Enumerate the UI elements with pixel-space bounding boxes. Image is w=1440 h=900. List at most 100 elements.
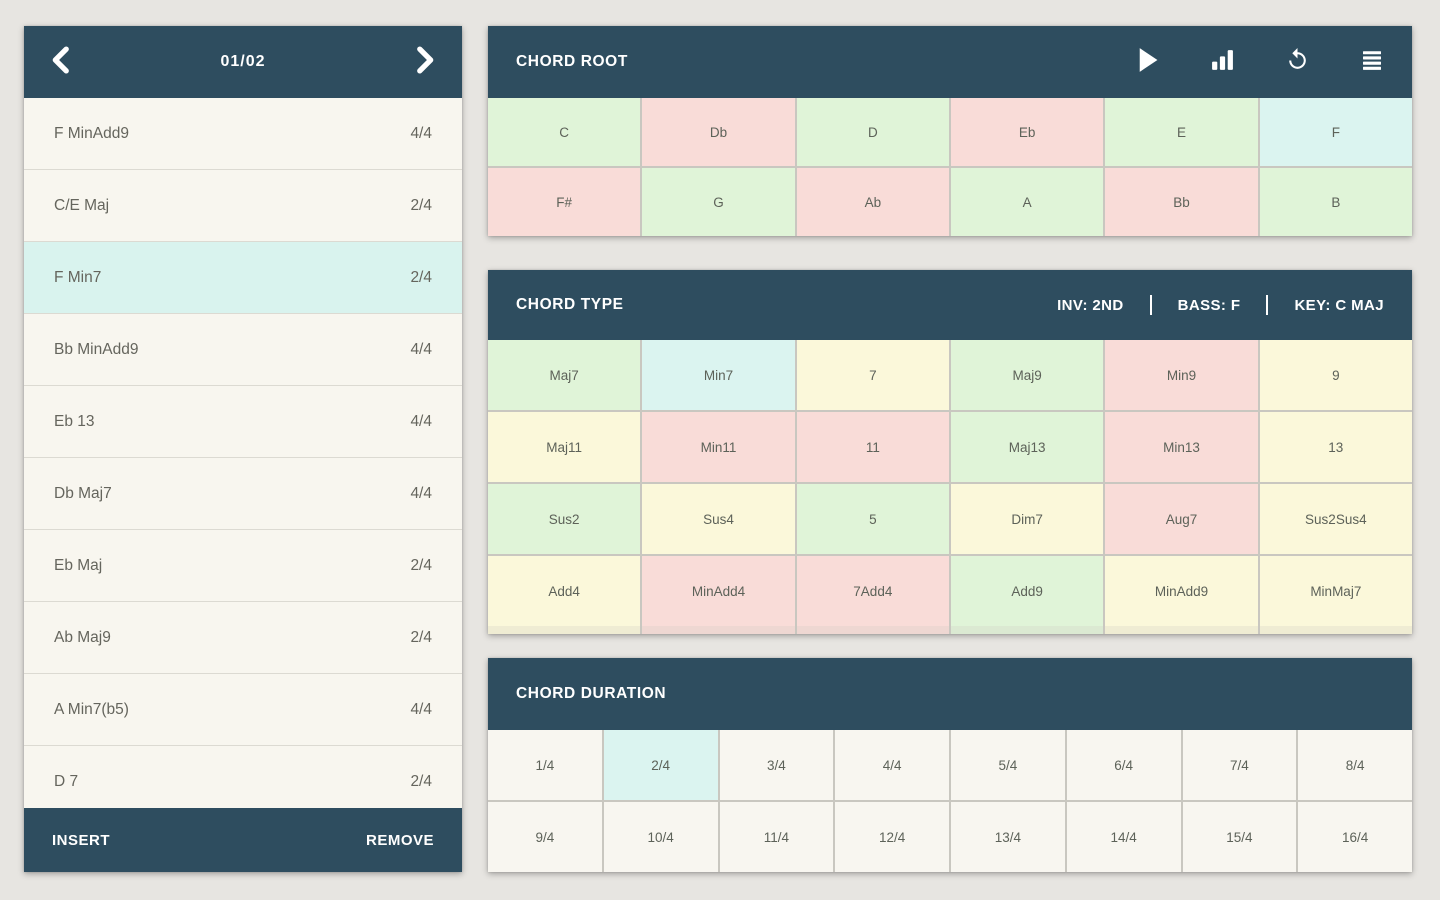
root-cell-a[interactable]: A (950, 168, 1104, 236)
type-cell-minmaj7[interactable]: MinMaj7 (1259, 556, 1412, 626)
root-cell-db[interactable]: Db (642, 98, 795, 166)
root-cell-e[interactable]: E (1105, 98, 1258, 166)
type-cell-sus2sus4[interactable]: Sus2Sus4 (1259, 484, 1412, 554)
chord-duration-value: 4/4 (410, 484, 432, 502)
type-cell-13[interactable]: 13 (1259, 412, 1412, 482)
type-cell-11[interactable]: 11 (796, 412, 949, 482)
type-cell-min11[interactable]: Min11 (642, 412, 795, 482)
duration-cell-13-4[interactable]: 13/4 (951, 802, 1065, 872)
page-indicator: 01/02 (220, 53, 266, 70)
chord-list-item[interactable]: F Min7 2/4 (24, 242, 462, 314)
duration-cell-3-4[interactable]: 3/4 (719, 730, 834, 800)
duration-cell-2-4[interactable]: 2/4 (603, 730, 718, 800)
chord-duration-value: 4/4 (410, 412, 432, 430)
type-cell-maj13[interactable]: Maj13 (950, 412, 1104, 482)
chord-duration-value: 2/4 (410, 772, 432, 790)
duration-cell-4-4[interactable]: 4/4 (835, 730, 949, 800)
menu-button[interactable] (1360, 48, 1384, 77)
type-cell-add4[interactable]: Add4 (488, 556, 641, 626)
type-cell-min9[interactable]: Min9 (1105, 340, 1258, 410)
chord-list-item[interactable]: F MinAdd9 4/4 (24, 98, 462, 170)
chord-name: C/E Maj (54, 196, 110, 214)
type-cell-minadd4[interactable]: MinAdd4 (642, 556, 795, 626)
chord-name: Ab Maj9 (54, 628, 111, 646)
root-cell-g[interactable]: G (642, 168, 795, 236)
chord-name: A Min7(b5) (54, 700, 129, 718)
type-cell-7[interactable]: 7 (796, 340, 949, 410)
chord-duration-title: CHORD DURATION (516, 685, 667, 702)
next-page-button[interactable] (416, 45, 436, 79)
chord-list-item[interactable]: Eb Maj 2/4 (24, 530, 462, 602)
chord-root-panel: CHORD ROOT C D (488, 26, 1412, 236)
prev-page-button[interactable] (50, 45, 70, 79)
type-cell-7add4[interactable]: 7Add4 (796, 556, 949, 626)
type-cell-maj11[interactable]: Maj11 (488, 412, 641, 482)
root-cell-b[interactable]: B (1259, 168, 1412, 236)
type-cell-sus4[interactable]: Sus4 (642, 484, 795, 554)
chord-list-item[interactable]: D 7 2/4 (24, 746, 462, 808)
play-icon (1136, 47, 1160, 78)
root-cell-d[interactable]: D (796, 98, 949, 166)
type-cell-min7[interactable]: Min7 (642, 340, 795, 410)
type-cell-partial (1259, 626, 1412, 634)
chord-list-item[interactable]: Bb MinAdd9 4/4 (24, 314, 462, 386)
type-cell-minadd9[interactable]: MinAdd9 (1105, 556, 1258, 626)
root-cell-f[interactable]: F (1259, 98, 1412, 166)
chord-name: Db Maj7 (54, 484, 112, 502)
duration-cell-7-4[interactable]: 7/4 (1182, 730, 1297, 800)
root-cell-bb[interactable]: Bb (1105, 168, 1258, 236)
type-cell-maj9[interactable]: Maj9 (950, 340, 1104, 410)
chord-name: Eb 13 (54, 412, 95, 430)
duration-cell-10-4[interactable]: 10/4 (603, 802, 718, 872)
undo-icon (1285, 47, 1310, 77)
insert-button[interactable]: INSERT (52, 831, 111, 849)
chord-duration-value: 2/4 (410, 268, 432, 286)
chord-list-item[interactable]: Eb 13 4/4 (24, 386, 462, 458)
chord-list-item[interactable]: Ab Maj9 2/4 (24, 602, 462, 674)
root-cell-c[interactable]: C (488, 98, 641, 166)
chord-list-item[interactable]: A Min7(b5) 4/4 (24, 674, 462, 746)
chord-duration-panel: CHORD DURATION 1/4 2/4 3/4 4/4 5/4 6/4 7/4 8/4 9… (488, 658, 1412, 872)
type-cell-partial (642, 626, 795, 634)
root-cell-f-[interactable]: F# (488, 168, 641, 236)
progression-actions: INSERT REMOVE (24, 808, 462, 872)
chord-list-item[interactable]: C/E Maj 2/4 (24, 170, 462, 242)
chord-duration-value: 4/4 (410, 340, 432, 358)
chord-name: D 7 (54, 772, 79, 790)
duration-cell-6-4[interactable]: 6/4 (1066, 730, 1181, 800)
chord-type-grid: Maj7 Min7 7 Maj9 Min9 9 Maj11 Min11 11 Maj13 Min13… (488, 340, 1412, 626)
root-cell-ab[interactable]: Ab (796, 168, 949, 236)
duration-cell-9-4[interactable]: 9/4 (488, 802, 602, 872)
type-cell-dim7[interactable]: Dim7 (950, 484, 1104, 554)
duration-cell-11-4[interactable]: 11/4 (719, 802, 834, 872)
chord-list-item[interactable]: Db Maj7 4/4 (24, 458, 462, 530)
undo-button[interactable] (1285, 47, 1310, 77)
progression-pager: 01/02 (24, 26, 462, 98)
type-cell-min13[interactable]: Min13 (1105, 412, 1258, 482)
duration-cell-14-4[interactable]: 14/4 (1066, 802, 1181, 872)
bar-chart-icon (1210, 48, 1235, 76)
type-cell-sus2[interactable]: Sus2 (488, 484, 641, 554)
chord-duration-value: 2/4 (410, 556, 432, 574)
chord-type-header: CHORD TYPE INV: 2ND BASS: F KEY: C MAJ (488, 270, 1412, 340)
type-cell-5[interactable]: 5 (796, 484, 949, 554)
type-cell-9[interactable]: 9 (1259, 340, 1412, 410)
play-button[interactable] (1136, 47, 1160, 78)
duration-cell-15-4[interactable]: 15/4 (1182, 802, 1297, 872)
duration-cell-5-4[interactable]: 5/4 (951, 730, 1065, 800)
duration-cell-1-4[interactable]: 1/4 (488, 730, 602, 800)
remove-button[interactable]: REMOVE (365, 831, 434, 849)
duration-cell-8-4[interactable]: 8/4 (1298, 730, 1412, 800)
divider (1266, 295, 1269, 315)
root-cell-eb[interactable]: Eb (950, 98, 1104, 166)
chord-duration-value: 2/4 (410, 196, 432, 214)
type-cell-aug7[interactable]: Aug7 (1105, 484, 1258, 554)
chord-duration-header: CHORD DURATION (488, 658, 1412, 730)
type-cell-add9[interactable]: Add9 (950, 556, 1104, 626)
duration-cell-16-4[interactable]: 16/4 (1298, 802, 1412, 872)
stats-button[interactable] (1210, 48, 1235, 76)
type-cell-maj7[interactable]: Maj7 (488, 340, 641, 410)
chord-root-title: CHORD ROOT (516, 53, 628, 70)
type-cell-partial (1105, 626, 1258, 634)
duration-cell-12-4[interactable]: 12/4 (835, 802, 949, 872)
